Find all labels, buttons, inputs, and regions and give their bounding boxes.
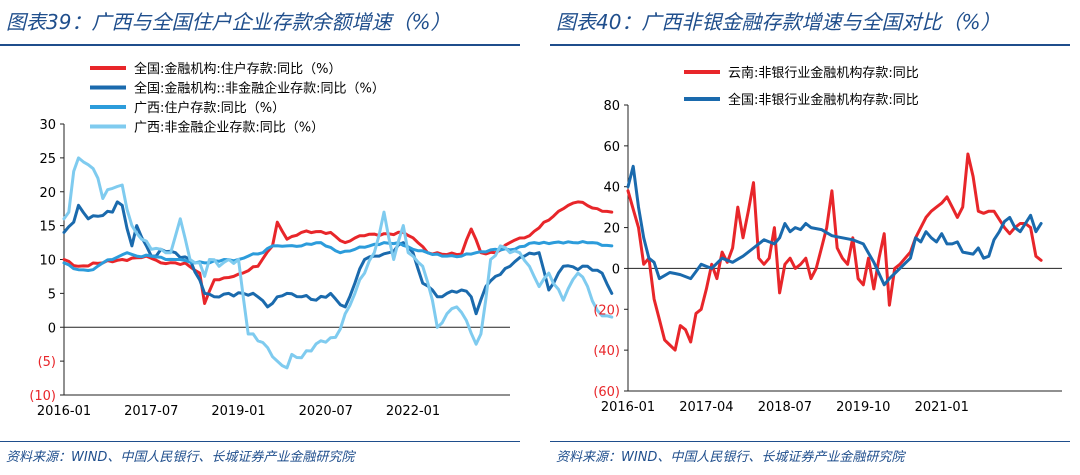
legend-label-4: 广西:非金融企业存款:同比（%） <box>134 120 324 136</box>
left-chart-title: 图表39：广西与全国住户企业存款余额增速（%） <box>6 10 451 34</box>
series-line-1 <box>62 200 614 305</box>
legend-label-1: 云南:非银行业金融机构存款:同比 <box>728 65 919 81</box>
y-tick-label: 0 <box>612 262 620 277</box>
series-line-3 <box>62 240 614 272</box>
x-tick-label: 2022-01 <box>386 404 440 419</box>
y-tick-label: (60) <box>593 385 620 400</box>
x-tick-label: 2016-01 <box>37 404 91 419</box>
series-line-2 <box>62 200 614 316</box>
left-source-note: 资料来源：WIND、中国人民银行、长城证券产业金融研究院 <box>6 450 355 465</box>
series-line-4 <box>62 156 614 370</box>
x-tick-label: 2019-01 <box>211 404 265 419</box>
y-tick-label: 0 <box>48 321 56 336</box>
legend-label-1: 全国:金融机构:住户存款:同比（%） <box>134 61 342 77</box>
y-tick-label: 60 <box>603 140 620 155</box>
y-tick-label: (10) <box>29 389 56 404</box>
y-tick-label: 40 <box>603 181 620 196</box>
series-line-1 <box>626 152 1043 352</box>
x-tick-label: 2017-07 <box>124 404 178 419</box>
right-chart-panel: 图表40：广西非银金融存款增速与全国对比（%） 80 60 40 20 0 (20) (40… <box>550 0 1070 475</box>
legend-label-2: 全国:非银行业金融机构存款:同比 <box>728 92 919 108</box>
legend-label-3: 广西:住户存款:同比（%） <box>134 100 285 116</box>
right-source-note: 资料来源：WIND、中国人民银行、长城证券产业金融研究院 <box>556 450 905 465</box>
y-tick-label: 10 <box>39 254 56 269</box>
right-source-rule <box>550 441 1070 442</box>
right-line-chart: 80 60 40 20 0 (20) (40) (60)2016-01 2017-04 2018-… <box>593 65 1062 415</box>
left-line-chart: 30 25 20 15 10 5 0 (5) (10)2016-01 2017-07 2019-01… <box>29 61 614 419</box>
series-line-2 <box>626 164 1043 287</box>
left-chart-panel: 图表39：广西与全国住户企业存款余额增速（%） 30 25 20 15 10 5 0 (5) (… <box>0 0 614 475</box>
y-tick-label: 80 <box>603 99 620 114</box>
right-chart-title: 图表40：广西非银金融存款增速与全国对比（%） <box>556 10 1001 34</box>
x-tick-label: 2019-10 <box>836 400 890 415</box>
y-tick-label: 25 <box>39 152 56 167</box>
x-tick-label: 2020-07 <box>299 404 353 419</box>
left-title-rule <box>0 44 520 46</box>
y-tick-label: 30 <box>39 118 56 133</box>
left-source-rule <box>0 441 520 442</box>
legend-label-2: 全国:金融机构::非金融企业存款:同比（%） <box>134 81 385 97</box>
y-tick-label: 20 <box>39 186 56 201</box>
right-title-rule <box>550 44 1070 46</box>
y-tick-label: 15 <box>39 220 56 235</box>
y-tick-label: (40) <box>593 344 620 359</box>
x-tick-label: 2017-04 <box>679 400 733 415</box>
y-tick-label: 20 <box>603 222 620 237</box>
x-tick-label: 2021-01 <box>915 400 969 415</box>
x-tick-label: 2016-01 <box>601 400 655 415</box>
y-tick-label: (20) <box>593 303 620 318</box>
x-tick-label: 2018-07 <box>758 400 812 415</box>
y-tick-label: (5) <box>38 355 56 370</box>
y-tick-label: 5 <box>48 287 56 302</box>
